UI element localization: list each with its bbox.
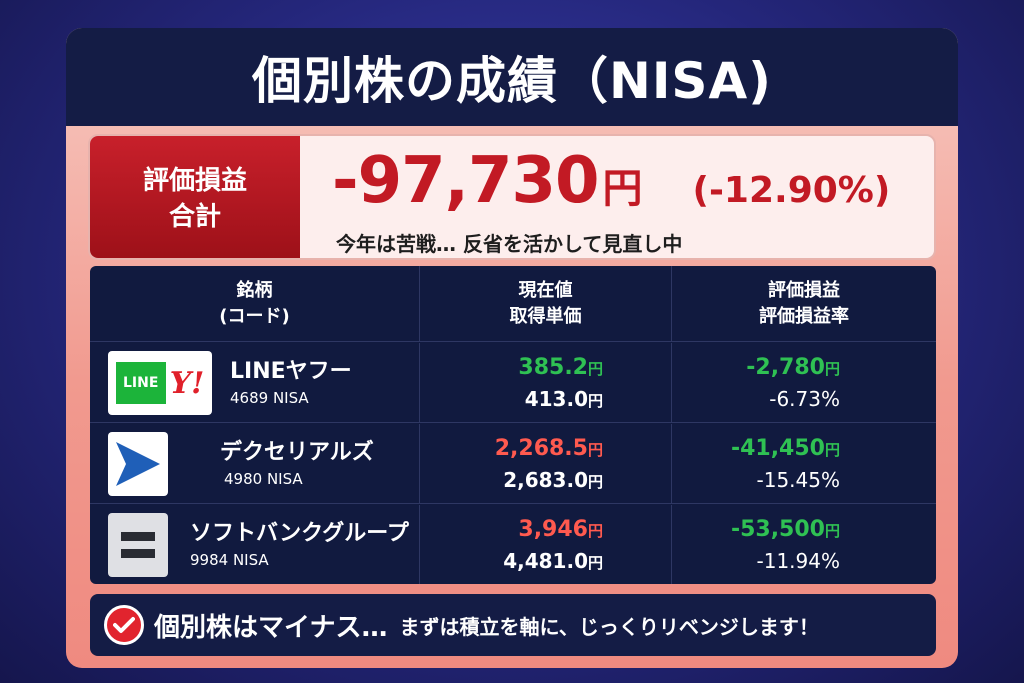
header-current-label: 現在値 xyxy=(518,279,573,301)
current-price-unit: 円 xyxy=(587,441,603,459)
current-price-unit: 円 xyxy=(587,522,603,540)
pl-cell: -53,500円 -11.94% xyxy=(672,505,936,584)
stock-cell: デクセリアルズ 4980 NISA xyxy=(90,424,420,504)
pl-amount-value: -2,780 xyxy=(746,355,825,380)
pl-amount-unit: 円 xyxy=(824,360,840,378)
pl-amount-unit: 円 xyxy=(824,522,840,540)
pl-cell: -2,780円 -6.73% xyxy=(672,343,936,423)
header-acquired-label: 取得単価 xyxy=(509,305,582,327)
header-code-label: (コード) xyxy=(219,305,290,327)
current-price: 3,946円 xyxy=(518,517,603,542)
pl-cell: -41,450円 -15.45% xyxy=(672,424,936,504)
table-row[interactable]: LINE Y! LINEヤフー 4689 NISA 385.2円 413.0円 … xyxy=(90,343,936,423)
stock-cell: ソフトバンクグループ 9984 NISA xyxy=(90,505,420,584)
yahoo-logo-mark: Y! xyxy=(169,365,205,401)
table-header: 銘柄 (コード) 現在値 取得単価 評価損益 評価損益率 xyxy=(90,266,936,342)
current-price: 385.2円 xyxy=(518,355,603,380)
pl-amount-value: -53,500 xyxy=(730,517,825,542)
dexerials-logo xyxy=(108,432,168,496)
pl-rate: -11.94% xyxy=(756,549,840,573)
line-logo-mark: LINE xyxy=(115,362,166,404)
line-yahoo-logo: LINE Y! xyxy=(108,351,212,415)
acquired-price-value: 2,683.0 xyxy=(503,468,588,492)
total-pl-value: -97,730 xyxy=(332,144,600,218)
header-pl: 評価損益 評価損益率 xyxy=(672,266,936,341)
header-stock: 銘柄 (コード) xyxy=(90,266,420,341)
total-pl-label-line1: 評価損益 xyxy=(142,166,247,196)
acquired-price-value: 4,481.0 xyxy=(503,549,588,573)
header-pl-rate-label: 評価損益率 xyxy=(759,305,849,327)
summary-note: 今年は苦戦… 反省を活かして見直し中 xyxy=(336,232,683,256)
softbank-bar-bottom xyxy=(121,549,155,558)
total-pl-amount: -97,730 円 (-12.90%) xyxy=(332,144,890,220)
total-pl-unit: 円 xyxy=(602,166,643,212)
price-cell: 2,268.5円 2,683.0円 xyxy=(420,424,672,504)
page-title: 個別株の成績（NISA) xyxy=(251,52,772,110)
total-pl-summary: 評価損益 合計 -97,730 円 (-12.90%) 今年は苦戦… 反省を活か… xyxy=(88,134,936,260)
check-icon xyxy=(104,605,144,645)
current-price-unit: 円 xyxy=(587,360,603,378)
header-price: 現在値 取得単価 xyxy=(420,266,672,341)
price-cell: 385.2円 413.0円 xyxy=(420,343,672,423)
softbank-bar-top xyxy=(121,532,155,541)
table-row[interactable]: ソフトバンクグループ 9984 NISA 3,946円 4,481.0円 -53… xyxy=(90,505,936,584)
stock-code: 9984 NISA xyxy=(190,551,269,569)
header-pl-label: 評価損益 xyxy=(768,279,840,301)
acquired-price: 2,683.0円 xyxy=(503,468,603,492)
acquired-price: 413.0円 xyxy=(525,387,603,411)
softbank-logo xyxy=(108,513,168,577)
stock-code: 4980 NISA xyxy=(224,470,303,488)
stock-name: LINEヤフー xyxy=(230,359,352,384)
pl-amount-value: -41,450 xyxy=(730,436,825,461)
footer-sub-text: まずは積立を軸に、じっくりリベンジします！ xyxy=(399,614,819,639)
stock-name: デクセリアルズ xyxy=(220,440,374,465)
footer-main-text: 個別株はマイナス… xyxy=(154,612,388,643)
pl-amount-unit: 円 xyxy=(824,441,840,459)
current-price-value: 385.2 xyxy=(518,355,588,380)
acquired-price-unit: 円 xyxy=(587,473,603,491)
pl-amount: -53,500円 xyxy=(731,517,840,542)
current-price-value: 2,268.5 xyxy=(494,436,588,461)
current-price: 2,268.5円 xyxy=(495,436,603,461)
price-cell: 3,946円 4,481.0円 xyxy=(420,505,672,584)
footer-banner: 個別株はマイナス… まずは積立を軸に、じっくりリベンジします！ xyxy=(90,594,936,656)
pl-rate: -6.73% xyxy=(769,387,840,411)
current-price-value: 3,946 xyxy=(518,517,588,542)
stock-cell: LINE Y! LINEヤフー 4689 NISA xyxy=(90,343,420,423)
pl-rate: -15.45% xyxy=(756,468,840,492)
acquired-price-unit: 円 xyxy=(587,554,603,572)
acquired-price-unit: 円 xyxy=(587,392,603,410)
title-bar: 個別株の成績（NISA) xyxy=(66,28,958,126)
total-pl-label-line2: 合計 xyxy=(168,202,221,232)
dexerials-arrow-icon xyxy=(116,442,160,486)
pl-amount: -41,450円 xyxy=(731,436,840,461)
header-stock-label: 銘柄 xyxy=(236,279,273,301)
acquired-price: 4,481.0円 xyxy=(503,549,603,573)
holdings-table: 銘柄 (コード) 現在値 取得単価 評価損益 評価損益率 LINE Y! LIN… xyxy=(90,266,936,584)
total-pl-label: 評価損益 合計 xyxy=(90,136,300,258)
pl-amount: -2,780円 xyxy=(746,355,840,380)
acquired-price-value: 413.0 xyxy=(524,387,588,411)
stock-name: ソフトバンクグループ xyxy=(190,521,409,546)
stock-code: 4689 NISA xyxy=(230,389,309,407)
table-row[interactable]: デクセリアルズ 4980 NISA 2,268.5円 2,683.0円 -41,… xyxy=(90,424,936,504)
total-pl-percent: (-12.90%) xyxy=(692,170,891,211)
results-card: 個別株の成績（NISA) 評価損益 合計 -97,730 円 (-12.90%)… xyxy=(66,28,958,668)
